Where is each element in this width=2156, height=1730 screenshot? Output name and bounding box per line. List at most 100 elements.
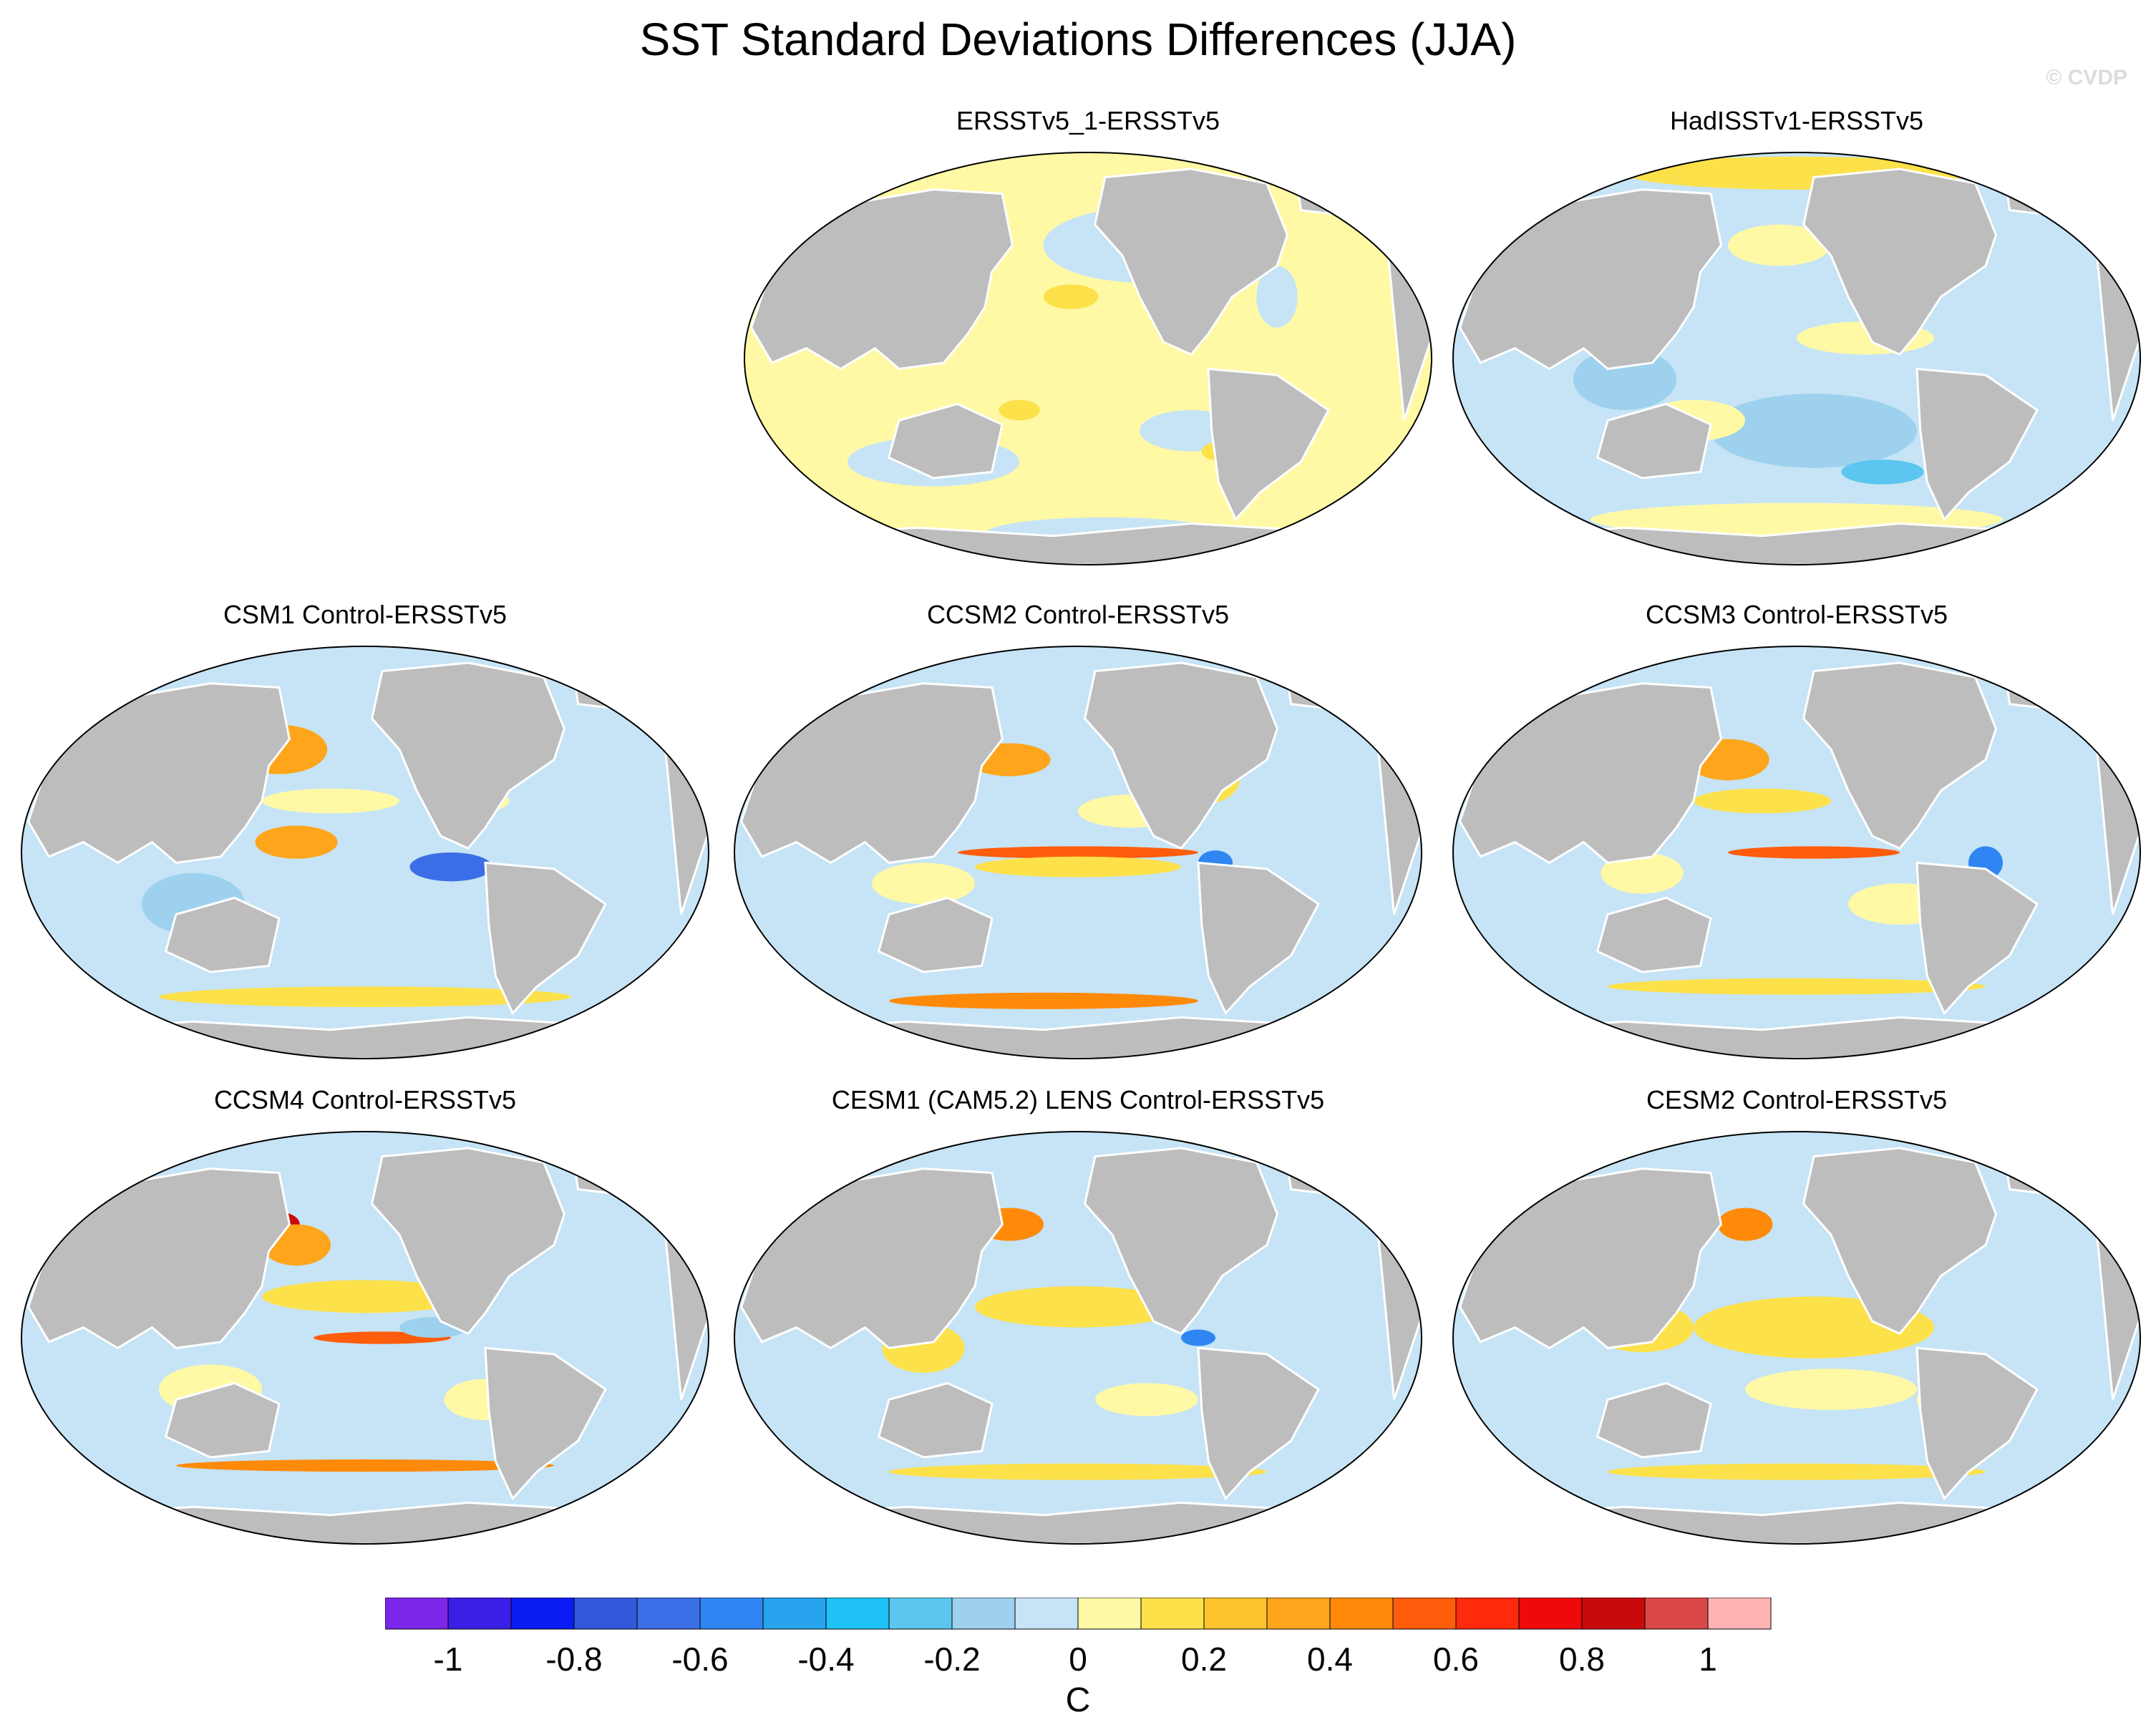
colorbar-swatch (385, 1598, 449, 1630)
colorbar-swatch (825, 1598, 890, 1630)
south-america-land (484, 861, 607, 1016)
colorbar: -1 -0.8 -0.6 -0.4 -0.2 0 0.2 0.4 0.6 0.8 1 (385, 1598, 1772, 1676)
anomaly-contour (1694, 788, 1831, 814)
panel-title: CESM1 (CAM5.2) LENS Control-ERSSTv5 (831, 1085, 1325, 1114)
map-border (1452, 646, 2141, 1059)
anomaly-contour (975, 1286, 1181, 1328)
south-america-land (1197, 1346, 1320, 1501)
colorbar-tick-label: -0.6 (671, 1641, 728, 1676)
colorbar-tick-label: 0.6 (1433, 1641, 1479, 1676)
colorbar-swatch (1203, 1598, 1268, 1630)
panel-title: CCSM3 Control-ERSSTv5 (1645, 600, 1948, 629)
colorbar-swatch (510, 1598, 575, 1630)
colorbar-swatch (1581, 1598, 1646, 1630)
anomaly-contour (1728, 846, 1900, 859)
asia-land (739, 1167, 1004, 1350)
south-america-land (1207, 367, 1330, 522)
north-america-land (1083, 1147, 1278, 1336)
australia-land (877, 896, 994, 973)
anomaly-contour (262, 1280, 468, 1313)
colorbar-swatch (762, 1598, 827, 1630)
map-svg (734, 646, 1422, 1059)
page-title: SST Standard Deviations Differences (JJA… (639, 14, 1517, 65)
australia-land (887, 402, 1004, 480)
anomaly-contour (1608, 1463, 1986, 1480)
map-svg (1452, 1131, 2141, 1545)
colorbar-swatch (1518, 1598, 1583, 1630)
map-svg (1452, 646, 2141, 1059)
colorbar-swatch (1707, 1598, 1772, 1630)
colorbar-tick-label: -0.4 (797, 1641, 854, 1676)
australia-land (877, 1381, 994, 1459)
map-svg (744, 152, 1432, 565)
colorbar-swatch (1014, 1598, 1079, 1630)
anomaly-contour (958, 846, 1198, 859)
panel-title: ERSSTv5_1-ERSSTv5 (956, 106, 1220, 135)
map-panel-csm1: CSM1 Control-ERSSTv5 (14, 600, 716, 1072)
panel-title: CESM2 Control-ERSSTv5 (1646, 1085, 1948, 1114)
anomaly-contour (999, 399, 1040, 421)
map-panel-ccsm2: CCSM2 Control-ERSSTv5 (727, 600, 1429, 1072)
asia-land (26, 682, 291, 865)
cvdp-watermark: © CVDP (2046, 66, 2127, 89)
map-svg (21, 1131, 709, 1545)
colorbar-tick-label: -1 (434, 1641, 463, 1676)
map-panel-hadisst: HadISSTv1-ERSSTv5 (1446, 106, 2147, 578)
colorbar-tick-label: 0.4 (1307, 1641, 1353, 1676)
map-border (1452, 152, 2141, 565)
south-america-land (1197, 861, 1320, 1016)
south-america-land (484, 1346, 607, 1501)
anomaly-contour (1711, 393, 1917, 468)
map-panel-cesm2: CESM2 Control-ERSSTv5 (1446, 1085, 2147, 1558)
asia-land (749, 188, 1014, 371)
south-america-land (1915, 861, 2039, 1016)
anomaly-contour (1745, 1369, 1917, 1410)
colorbar-swatch (888, 1598, 953, 1630)
map-svg (734, 1131, 1422, 1545)
anomaly-contour (1841, 460, 1924, 485)
colorbar-swatch (699, 1598, 764, 1630)
anomaly-contour (1043, 284, 1099, 309)
north-america-land (1802, 167, 1997, 356)
australia-land (164, 896, 281, 973)
map-border (734, 646, 1422, 1059)
anomaly-contour (1095, 1383, 1198, 1416)
map-panel-ersstv5-1: ERSSTv5_1-ERSSTv5 (737, 106, 1439, 578)
asia-land (739, 682, 1004, 865)
panel-title: CCSM2 Control-ERSSTv5 (926, 600, 1230, 629)
anomaly-contour (1728, 224, 1831, 266)
anomaly-contour (1256, 266, 1298, 328)
north-america-land (370, 1147, 565, 1336)
anomaly-contour (262, 788, 399, 814)
panel-title: CCSM4 Control-ERSSTv5 (213, 1085, 517, 1114)
colorbar-swatch (951, 1598, 1016, 1630)
colorbar-tick-label: 0.8 (1559, 1641, 1605, 1676)
australia-land (1596, 402, 1712, 480)
colorbar-tick-label: 0 (1069, 1641, 1087, 1676)
map-border (21, 646, 709, 1059)
anomaly-contour (176, 1459, 554, 1472)
north-america-land (1093, 167, 1288, 356)
anomaly-contour (1181, 1329, 1215, 1346)
anomaly-contour (1601, 852, 1684, 894)
colorbar-swatch (636, 1598, 701, 1630)
colorbar-tick-label: -0.2 (923, 1641, 980, 1676)
north-america-land (1083, 661, 1278, 850)
colorbar-swatch (1455, 1598, 1520, 1630)
colorbar-tick-label: 0.2 (1181, 1641, 1227, 1676)
north-america-land (1802, 1147, 1997, 1336)
anomaly-contour (1717, 1207, 1773, 1241)
anomaly-contour (872, 862, 975, 904)
asia-land (26, 1167, 291, 1350)
anomaly-contour (889, 1463, 1267, 1480)
south-america-land (1915, 1346, 2039, 1501)
australia-land (1596, 1381, 1712, 1459)
map-panel-ccsm3: CCSM3 Control-ERSSTv5 (1446, 600, 2147, 1072)
anomaly-contour (1608, 978, 1986, 995)
colorbar-swatch (1266, 1598, 1331, 1630)
anomaly-contour (409, 852, 492, 882)
australia-land (164, 1381, 281, 1459)
colorbar-tick-label: 1 (1699, 1641, 1717, 1676)
anomaly-contour (255, 825, 338, 859)
map-svg (21, 646, 709, 1059)
